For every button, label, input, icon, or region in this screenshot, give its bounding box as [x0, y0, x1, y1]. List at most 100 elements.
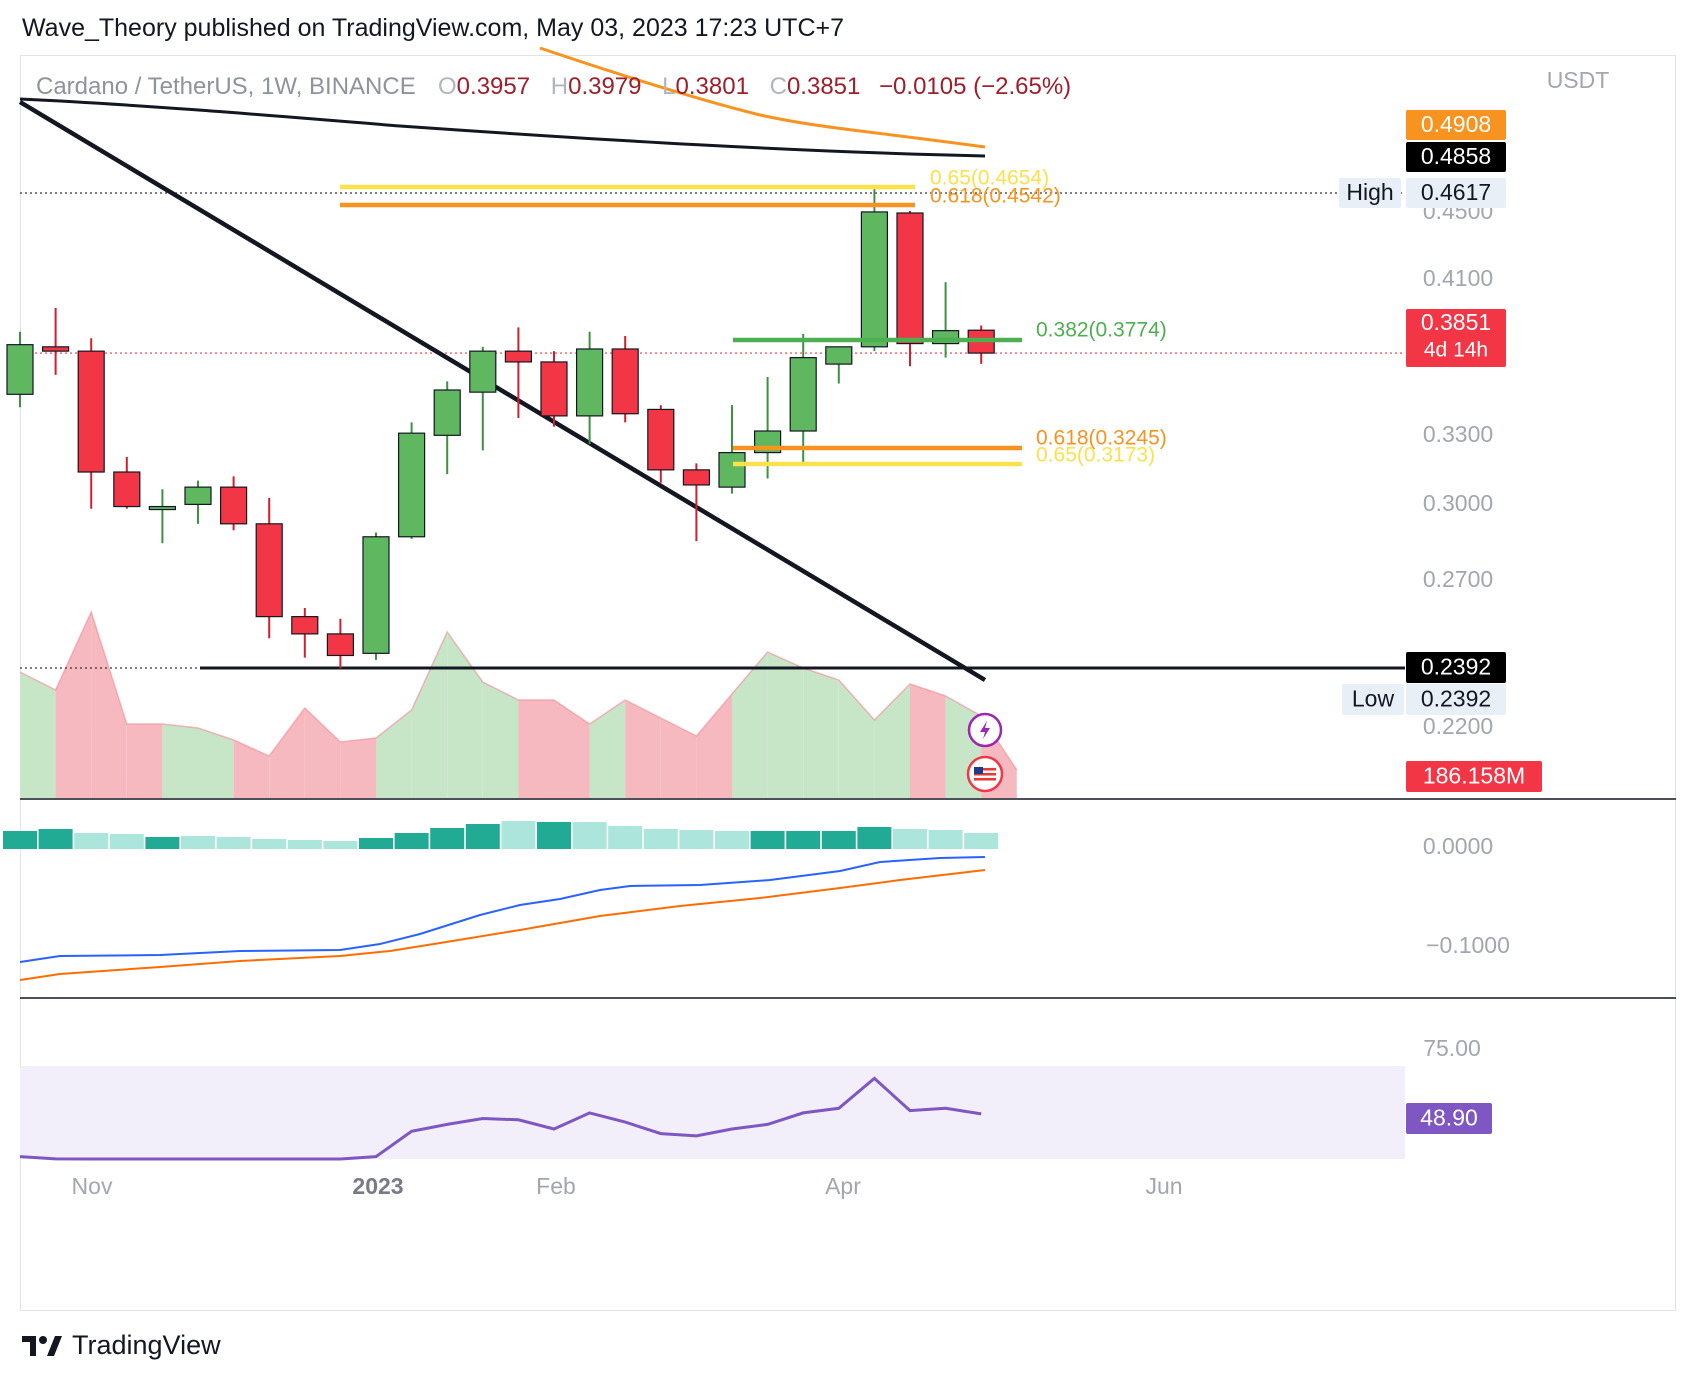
legend-low-label: L — [662, 73, 675, 100]
macd-histogram-bar — [465, 824, 500, 849]
y-tick-label: 0.4100 — [1423, 265, 1493, 291]
currency-label: USDT — [1547, 67, 1610, 93]
high-tag-label: High — [1346, 179, 1393, 205]
volume-area-segment — [589, 700, 626, 798]
publish-info: Wave_Theory published on TradingView.com… — [22, 14, 844, 42]
high-tag-label-bg — [1339, 178, 1401, 208]
y-tick-label: 0.3000 — [1423, 490, 1493, 516]
x-tick-label: 2023 — [352, 1173, 403, 1199]
candle-body — [184, 486, 212, 505]
macd-histogram-bar — [74, 833, 109, 849]
candle-body — [148, 505, 176, 511]
descending-trend-line — [18, 100, 987, 682]
macd-histogram-bar — [38, 829, 73, 849]
us-flag-stripe — [974, 778, 996, 781]
volume-area-segment — [198, 728, 234, 798]
low-tag-label-bg — [1342, 684, 1404, 715]
volume-area-segment — [696, 694, 732, 798]
last-price-badge-bg — [1406, 309, 1506, 367]
macd-histogram-bar — [928, 830, 963, 849]
volume-area-segment — [126, 724, 163, 798]
bar-countdown: 4d 14h — [1424, 339, 1488, 362]
volume-area-segment — [269, 708, 305, 798]
macd-histogram-bar — [893, 829, 927, 849]
candle-body — [504, 350, 532, 363]
us-flag-icon — [966, 755, 1004, 793]
volume-badge: 186.158M — [1423, 763, 1525, 789]
candle-body — [255, 523, 283, 618]
volume-outline — [19, 609, 1018, 771]
macd-histogram-bar — [679, 830, 714, 849]
candle-body — [113, 471, 141, 508]
legend-low-value: 0.3801 — [676, 73, 749, 100]
macd-histogram-bar — [608, 826, 643, 849]
fib-level-label: 0.618(0.4542) — [930, 185, 1061, 208]
macd-histogram-bar — [216, 837, 251, 849]
macd-histogram-bar — [394, 833, 429, 849]
legend-change: −0.0105 (−2.65%) — [879, 73, 1071, 100]
fib-level-label: 0.618(0.3245) — [1036, 427, 1167, 450]
legend-open-label: O — [438, 73, 457, 100]
us-flag-canton — [974, 767, 983, 774]
rsi-band-background — [20, 1066, 1405, 1159]
trend-price-badge: 0.4858 — [1421, 143, 1491, 169]
candle-body — [682, 469, 711, 486]
macd-histogram-bar — [821, 831, 856, 849]
legend-open-value: 0.3957 — [457, 73, 530, 100]
support-price-badge: 0.2392 — [1421, 654, 1491, 680]
fib-level-label: 0.65(0.4654) — [930, 167, 1049, 190]
macd-histogram-bar — [537, 822, 571, 849]
legend-close-label: C — [770, 73, 787, 100]
y-tick-label: 0.3300 — [1423, 421, 1493, 447]
support-price-badge-bg — [1406, 652, 1506, 683]
volume-area-segment — [304, 708, 341, 798]
candle-body — [220, 486, 248, 525]
candle-body — [469, 350, 497, 393]
macd-histogram-bar — [145, 837, 180, 849]
volume-area-segment — [910, 684, 946, 798]
macd-line — [19, 856, 986, 963]
volume-area-segment — [91, 612, 127, 798]
macd-histogram-bar — [643, 829, 678, 849]
low-tag-value-bg — [1406, 684, 1506, 715]
volume-area-segment — [803, 668, 839, 798]
volume-area-segment — [55, 612, 92, 798]
candle-body — [41, 346, 70, 352]
macd-histogram-bar — [109, 834, 144, 849]
x-tick-label: Apr — [825, 1173, 861, 1199]
candle-body — [77, 350, 105, 473]
macd-histogram-bar — [857, 827, 892, 849]
macd-histogram-bar — [715, 831, 749, 849]
candle-body — [433, 389, 461, 436]
x-tick-label: Jun — [1145, 1173, 1182, 1199]
macd-signal-line — [19, 869, 986, 981]
volume-area-segment — [660, 718, 697, 798]
rsi-value-badge: 48.90 — [1420, 1105, 1478, 1131]
candle-body — [540, 361, 568, 417]
volume-area-segment — [838, 680, 875, 798]
volume-area-segment — [376, 710, 412, 798]
fib-level-label: 0.382(0.3774) — [1036, 319, 1167, 342]
legend-close-value: 0.3851 — [787, 73, 860, 100]
macd-histogram-bar — [501, 821, 536, 849]
last-price-value: 0.3851 — [1421, 309, 1491, 335]
us-flag-stripe — [974, 773, 996, 776]
volume-area-segment — [554, 700, 590, 798]
macd-histogram-bar — [323, 841, 358, 849]
candle-body — [860, 211, 889, 348]
macd-histogram-bar — [786, 831, 821, 849]
volume-area-segment — [340, 738, 376, 798]
volume-area-segment — [732, 652, 768, 798]
low-tag-value: 0.2392 — [1421, 686, 1491, 712]
trend-price-badge-bg — [1406, 142, 1506, 172]
long-term-trend-line — [19, 97, 986, 158]
x-tick-label: Nov — [72, 1173, 113, 1199]
ma-price-badge-bg — [1406, 110, 1506, 140]
rsi-line — [19, 1076, 982, 1161]
legend-symbol: Cardano / TetherUS, 1W, BINANCE — [36, 73, 416, 100]
legend-high-value: 0.3979 — [568, 73, 641, 100]
candle-body — [326, 633, 354, 657]
volume-area-segment — [874, 684, 910, 798]
volume-area-segment — [20, 672, 56, 798]
